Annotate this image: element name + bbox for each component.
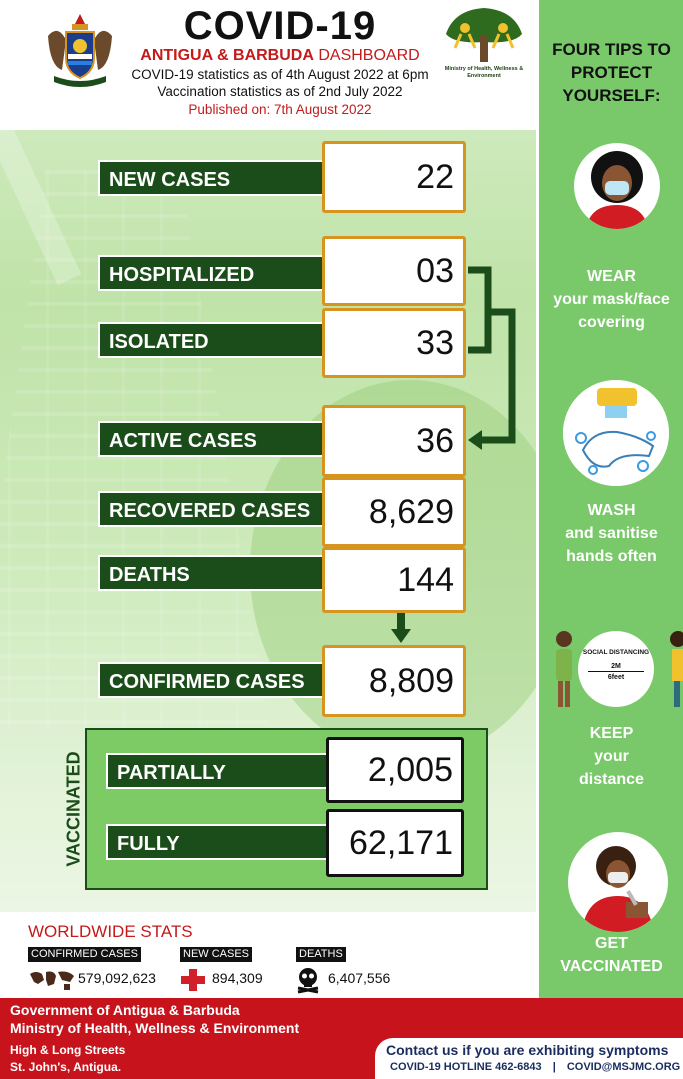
recovered-cases-value: 8,629 — [322, 477, 466, 547]
vaccinated-vertical-label: VACCINATED — [63, 751, 84, 867]
confirmed-cases-value: 8,809 — [322, 645, 466, 717]
world-new-cases-label: NEW CASES — [180, 947, 253, 962]
social-distancing-feet: 6feet — [607, 674, 625, 681]
ministry-logo-text: Ministry of Health, Wellness & Environme… — [444, 66, 524, 79]
footer-address: High & Long Streets St. John's, Antigua. — [10, 1043, 126, 1074]
recovered-cases-label: RECOVERED CASES — [98, 491, 326, 527]
partially-vaccinated-value: 2,005 — [326, 737, 464, 803]
world-confirmed-value: 579,092,623 — [78, 970, 156, 986]
tips-title: FOUR TIPS TO PROTECT YOURSELF: — [552, 40, 671, 105]
isolated-label: ISOLATED — [98, 322, 326, 358]
world-new-cases-value: 894,309 — [212, 970, 263, 986]
dashboard-subtitle: ANTIGUA & BARBUDA DASHBOARD — [140, 47, 420, 64]
ministry-logo-icon — [446, 8, 522, 62]
worldwide-stats-title: WORLDWIDE STATS — [28, 922, 193, 941]
social-distancing-sign-title: SOCIAL DISTANCING — [582, 649, 650, 656]
stats-date-line: COVID-19 statistics as of 4th August 202… — [131, 67, 429, 82]
coat-of-arms-icon — [48, 14, 112, 87]
deaths-label: DEATHS — [98, 555, 326, 591]
new-cases-value: 22 — [322, 141, 466, 213]
contact-details: COVID-19 HOTLINE 462-6843 | COVID@MSJMC.… — [390, 1061, 681, 1073]
hospitalized-value: 03 — [322, 236, 466, 306]
published-date: Published on: 7th August 2022 — [188, 102, 372, 117]
fully-vaccinated-value: 62,171 — [326, 809, 464, 877]
social-distance-icon: SOCIAL DISTANCING 2M 6feet — [548, 627, 683, 711]
email-link[interactable]: COVID@MSJMC.ORG — [566, 1061, 681, 1073]
confirmed-cases-label: CONFIRMED CASES — [98, 662, 326, 698]
vaccination-icon — [568, 832, 668, 932]
partially-vaccinated-label: PARTIALLY — [106, 753, 330, 789]
active-cases-value: 36 — [322, 405, 466, 477]
skull-crossbones-icon — [297, 968, 319, 994]
world-deaths-value: 6,407,556 — [328, 970, 391, 986]
isolated-value: 33 — [322, 308, 466, 378]
vaccination-date-line: Vaccination statistics as of 2nd July 20… — [157, 84, 403, 99]
world-map-icon — [30, 971, 74, 990]
fully-vaccinated-label: FULLY — [106, 824, 330, 860]
confirmed-cases-down-arrow — [391, 613, 411, 643]
social-distancing-meters: 2M — [611, 663, 621, 670]
footer-government: Government of Antigua & Barbuda Ministry … — [10, 1002, 300, 1036]
hand-wash-icon — [563, 380, 669, 486]
contact-heading: Contact us if you are exhibiting symptom… — [386, 1042, 669, 1058]
contact-box — [375, 1038, 683, 1079]
tip-vaccinate-text: GET VACCINATED — [560, 935, 663, 975]
world-deaths-label: DEATHS — [296, 947, 346, 962]
medical-cross-icon — [181, 969, 205, 991]
active-cases-connector-arrow — [468, 266, 516, 450]
hospitalized-label: HOSPITALIZED — [98, 255, 326, 291]
face-mask-icon — [574, 143, 660, 229]
world-confirmed-label: CONFIRMED CASES — [28, 947, 141, 962]
tip-mask-text: WEAR your mask/face covering — [553, 268, 670, 331]
deaths-value: 144 — [322, 547, 466, 613]
tip-distance-text: KEEP your distance — [579, 725, 644, 788]
distance-arrow-line — [588, 671, 644, 672]
tip-wash-text: WASH and sanitise hands often — [565, 502, 658, 565]
new-cases-label: NEW CASES — [98, 160, 326, 196]
active-cases-label: ACTIVE CASES — [98, 421, 326, 457]
hotline-link[interactable]: COVID-19 HOTLINE 462-6843 — [390, 1061, 542, 1073]
dashboard-title: COVID-19 — [183, 4, 377, 48]
